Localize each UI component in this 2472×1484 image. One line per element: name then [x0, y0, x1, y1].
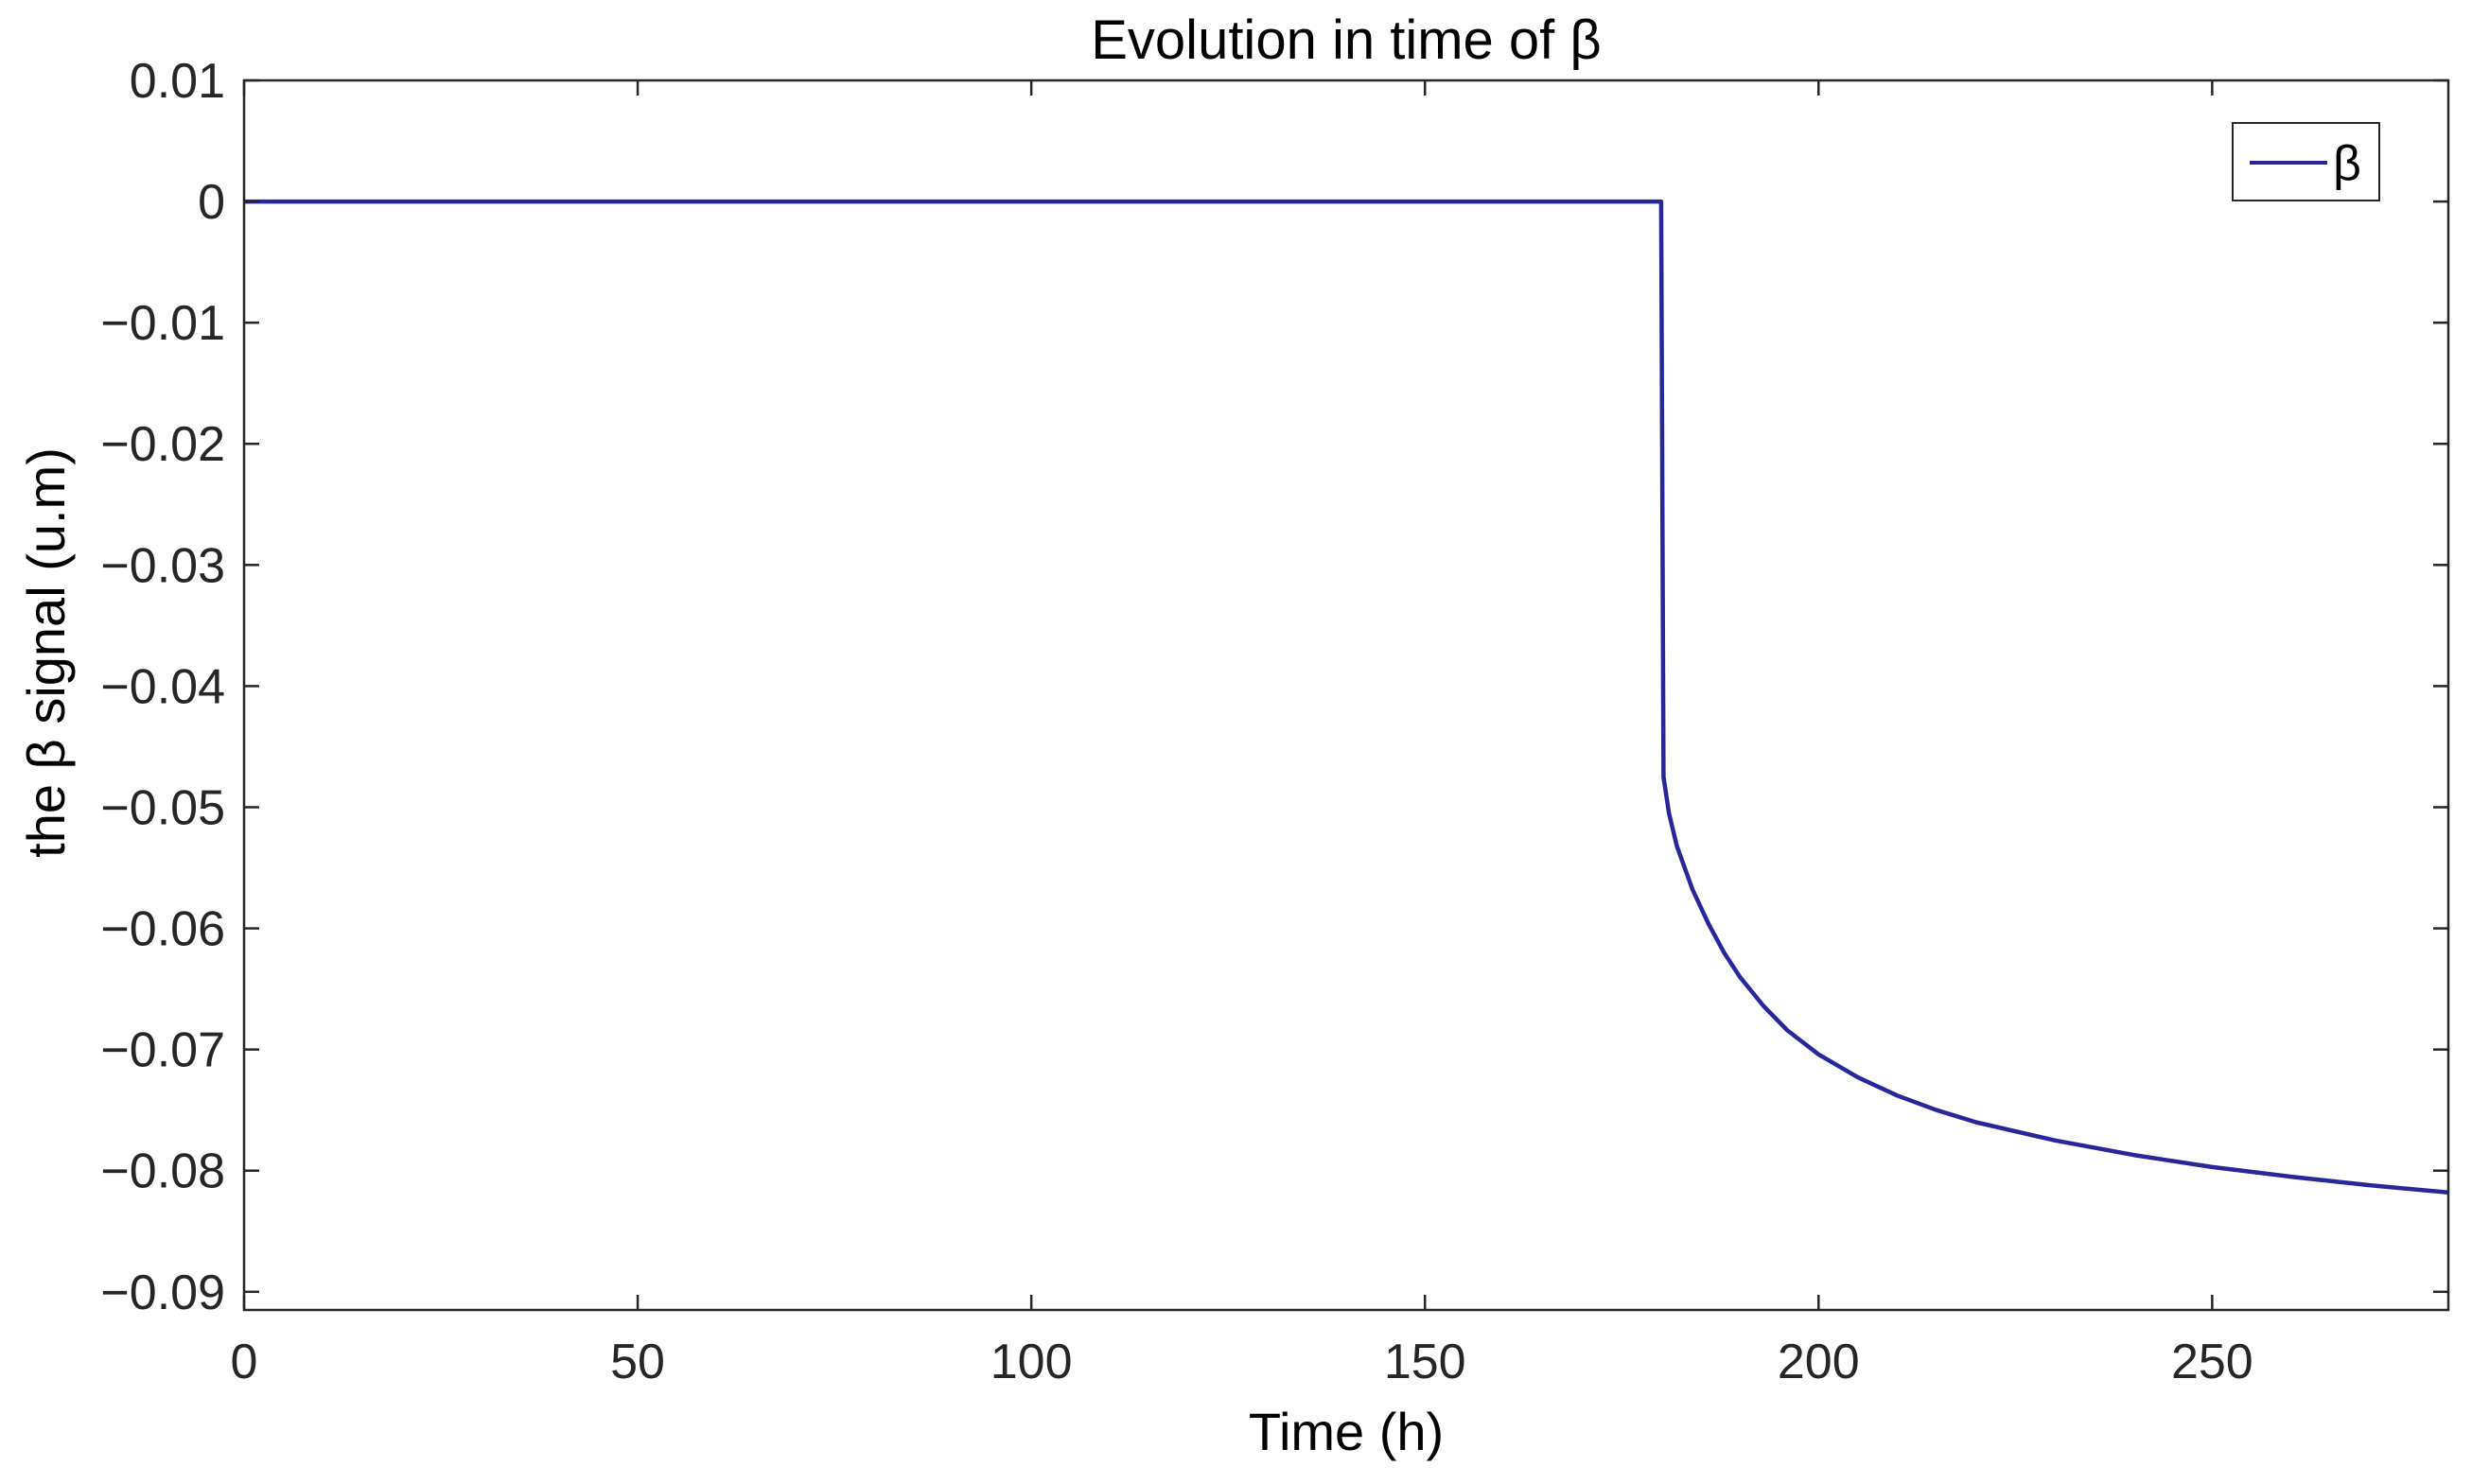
- x-axis: 0 50 100 150 200 250: [231, 80, 2253, 1389]
- legend: β: [2232, 122, 2380, 201]
- y-tick-label: −0.04: [100, 659, 225, 714]
- y-tick-label: −0.08: [100, 1144, 225, 1199]
- axes-box: [242, 79, 2450, 1312]
- y-tick-label: −0.03: [100, 538, 225, 593]
- y-tick-label: −0.05: [100, 780, 225, 835]
- series-layer: [244, 199, 2449, 1196]
- legend-label: β: [2333, 136, 2361, 191]
- y-tick-label: −0.09: [100, 1266, 225, 1320]
- x-tick-label: 100: [991, 1335, 1073, 1389]
- y-axis: 0.01 0 −0.01 −0.02 −0.03 −0.04 −0.05 −0.06 −0.07…: [100, 54, 2448, 1320]
- plot-area: [244, 80, 2448, 1310]
- y-tick-label: −0.06: [100, 902, 225, 957]
- chart-title: Evolution in time of β: [1091, 9, 1602, 71]
- x-tick-label: 50: [610, 1335, 665, 1389]
- y-tick-label: −0.07: [100, 1023, 225, 1078]
- y-tick-label: −0.02: [100, 417, 225, 472]
- x-tick-label: 150: [1384, 1335, 1466, 1389]
- y-tick-label: 0.01: [130, 54, 225, 109]
- x-tick-label: 250: [2171, 1335, 2253, 1389]
- x-axis-title: Time (h): [1249, 1402, 1444, 1461]
- series-line: [244, 199, 2449, 1196]
- x-tick-label: 0: [231, 1335, 258, 1389]
- x-tick-label: 200: [1778, 1335, 1860, 1389]
- y-axis-title: the β signal (u.m): [16, 447, 76, 858]
- y-tick-label: −0.01: [100, 296, 225, 351]
- y-tick-label: 0: [198, 175, 225, 230]
